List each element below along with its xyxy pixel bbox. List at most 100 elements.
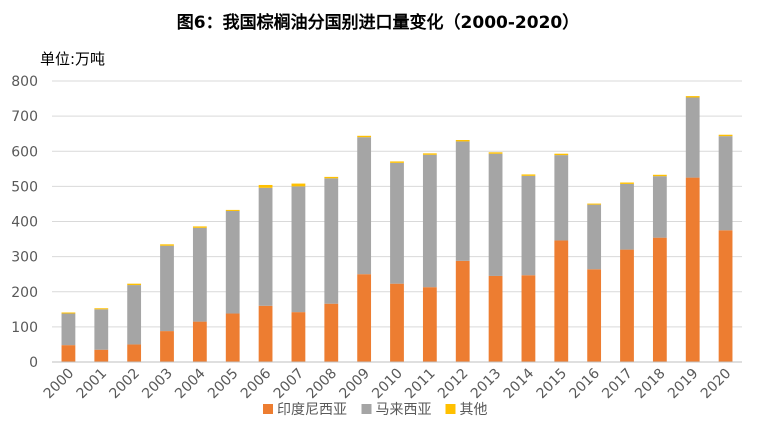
y-tick-label: 100 <box>11 320 38 336</box>
bar-segment-india <box>422 287 437 362</box>
y-tick-label: 600 <box>11 144 38 160</box>
bar-segment-india <box>685 177 700 362</box>
bar-segment-other <box>225 209 240 211</box>
x-axis: 2000200120022003200420052006200720082009… <box>41 361 742 403</box>
bar-segment-malaysia <box>455 141 470 261</box>
bar-segment-other <box>455 140 470 142</box>
bar-segment-other <box>94 308 109 310</box>
bar-segment-india <box>160 331 174 362</box>
bar-segment-india <box>225 313 240 362</box>
bar-segment-malaysia <box>422 154 437 288</box>
bar-segment-malaysia <box>521 175 536 276</box>
bar-segment-other <box>685 96 700 98</box>
bar-segment-other <box>291 183 306 187</box>
x-tick-label: 2006 <box>238 365 275 402</box>
bar-segment-india <box>521 275 536 362</box>
x-tick-label: 2012 <box>435 366 472 403</box>
chart-title: 图6：我国棕榈油分国别进口量变化（2000-2020） <box>177 12 580 33</box>
bars <box>61 96 733 362</box>
legend-swatch-india <box>263 404 273 414</box>
x-tick-label: 2013 <box>468 366 505 403</box>
legend-swatch-malaysia <box>361 404 372 414</box>
bar-segment-malaysia <box>390 162 404 284</box>
bar-segment-india <box>291 312 306 362</box>
y-axis: 0 100 200 300 400 500 600 700 800 <box>11 74 38 371</box>
bar-segment-other <box>192 226 207 228</box>
bar-segment-malaysia <box>587 204 602 270</box>
bar-segment-malaysia <box>620 183 634 250</box>
bar-segment-other <box>488 152 503 154</box>
y-tick-label: 800 <box>11 74 38 90</box>
bar-segment-india <box>390 283 404 362</box>
x-tick-label: 2008 <box>304 366 341 403</box>
legend-label: 马来西亚 <box>376 402 432 418</box>
bar-segment-other <box>61 312 76 314</box>
bar-segment-other <box>324 176 339 179</box>
bar-segment-other <box>357 135 372 138</box>
bar-segment-india <box>718 230 733 362</box>
x-tick-label: 2009 <box>336 366 373 403</box>
y-tick-label: 400 <box>11 215 38 231</box>
x-tick-label: 2002 <box>106 366 143 403</box>
bar-segment-india <box>192 321 207 362</box>
bar-segment-malaysia <box>225 210 240 314</box>
bar-segment-india <box>127 344 142 362</box>
bar-segment-india <box>455 260 470 362</box>
x-tick-label: 2005 <box>205 366 242 403</box>
bar-segment-other <box>718 134 733 137</box>
legend-label: 印度尼西亚 <box>277 402 347 418</box>
bar-segment-other <box>422 153 437 155</box>
bar-segment-malaysia <box>127 285 142 345</box>
bar-segment-malaysia <box>61 313 76 346</box>
bar-segment-india <box>652 237 667 362</box>
bar-segment-malaysia <box>554 155 569 241</box>
legend-swatch-other <box>445 404 456 414</box>
bar-segment-other <box>521 174 536 176</box>
bar-segment-malaysia <box>94 309 109 350</box>
bar-segment-india <box>554 240 569 362</box>
x-tick-label: 2011 <box>402 366 439 403</box>
bar-segment-india <box>488 275 503 362</box>
bar-segment-other <box>258 184 273 188</box>
x-tick-label: 2019 <box>665 366 702 403</box>
bar-segment-other <box>587 203 602 205</box>
bar-segment-malaysia <box>685 97 700 178</box>
x-tick-label: 2017 <box>599 366 636 403</box>
x-tick-label: 2001 <box>74 366 111 403</box>
bar-segment-other <box>127 283 142 286</box>
bar-segment-india <box>61 345 76 362</box>
y-tick-label: 0 <box>29 355 38 371</box>
y-tick-label: 200 <box>11 285 38 301</box>
bar-segment-india <box>94 349 109 362</box>
x-tick-label: 2014 <box>501 365 538 402</box>
bar-segment-other <box>620 182 634 184</box>
bar-segment-malaysia <box>160 245 174 332</box>
x-tick-label: 2020 <box>698 366 735 403</box>
bar-segment-other <box>160 244 174 246</box>
bar-segment-malaysia <box>718 136 733 231</box>
bar-segment-malaysia <box>488 153 503 276</box>
x-tick-label: 2007 <box>271 366 308 403</box>
bar-segment-india <box>357 274 372 362</box>
bar-segment-other <box>554 153 569 156</box>
bar-segment-malaysia <box>258 187 273 306</box>
bar-segment-malaysia <box>291 186 306 313</box>
bar-segment-india <box>324 303 339 362</box>
x-tick-label: 2018 <box>632 366 669 403</box>
bar-segment-india <box>620 249 634 362</box>
x-tick-label: 2016 <box>566 365 603 402</box>
y-tick-label: 500 <box>11 179 38 195</box>
bar-segment-malaysia <box>324 178 339 304</box>
y-tick-label: 700 <box>11 109 38 125</box>
bar-segment-india <box>587 269 602 362</box>
unit-label: 单位:万吨 <box>40 50 105 68</box>
x-tick-label: 2004 <box>172 365 209 402</box>
legend: 印度尼西亚 马来西亚 其他 <box>263 402 488 418</box>
bar-segment-other <box>390 161 404 163</box>
y-tick-label: 300 <box>11 250 38 266</box>
x-tick-label: 2000 <box>41 366 78 403</box>
bar-segment-malaysia <box>192 227 207 322</box>
legend-label: 其他 <box>460 402 488 418</box>
bar-segment-other <box>652 174 667 177</box>
